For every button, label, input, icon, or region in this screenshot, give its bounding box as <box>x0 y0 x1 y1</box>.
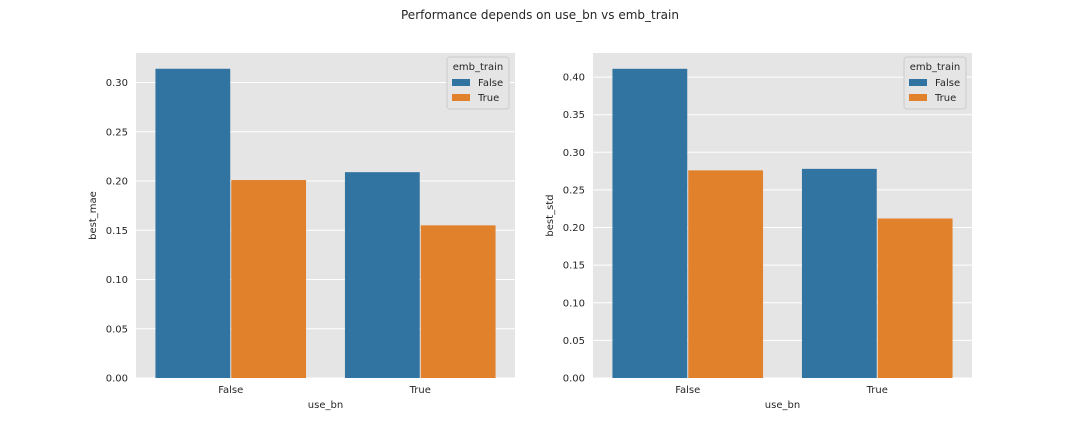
right-legend: emb_train False True <box>903 56 967 110</box>
left-bar-false-false <box>155 68 231 379</box>
left-bar-true-true <box>420 225 496 378</box>
left-chart-axes: 0.00 0.05 0.10 0.15 0.20 0.25 0.30 False True use… <box>88 53 515 411</box>
right-legend-label-false: False <box>935 78 960 89</box>
right-bar-false-true <box>688 170 764 378</box>
right-legend-swatch-true <box>909 94 927 101</box>
left-legend: emb_train False True <box>446 56 510 110</box>
left-y-tick-label: 0.25 <box>106 127 128 138</box>
left-x-tick-label: False <box>218 385 243 396</box>
right-y-tick-label: 0.35 <box>563 110 585 121</box>
right-legend-swatch-false <box>909 79 927 86</box>
right-x-tick-label: False <box>675 385 700 396</box>
right-y-tick-label: 0.25 <box>563 185 585 196</box>
left-y-tick-label: 0.00 <box>106 374 128 385</box>
left-y-tick-label: 0.05 <box>106 324 128 335</box>
left-legend-title: emb_train <box>453 62 504 73</box>
right-legend-title: emb_train <box>910 62 961 73</box>
right-y-tick-label: 0.15 <box>563 261 585 272</box>
left-bar-true-false <box>344 172 420 378</box>
right-bar-true-false <box>801 168 877 378</box>
right-y-tick-label: 0.00 <box>563 374 585 385</box>
left-y-axis-label: best_mae <box>88 191 99 240</box>
right-chart-axes: 0.00 0.05 0.10 0.15 0.20 0.25 0.30 0.35 0.40 Fals… <box>545 53 972 411</box>
right-bar-false-false <box>612 68 688 378</box>
left-y-tick-label: 0.20 <box>106 177 128 188</box>
left-x-tick-label: True <box>409 385 431 396</box>
left-y-tick-label: 0.30 <box>106 78 128 89</box>
right-bar-true-true <box>877 218 953 378</box>
right-x-tick-label: True <box>866 385 888 396</box>
right-y-tick-label: 0.40 <box>563 73 585 84</box>
right-y-tick-label: 0.05 <box>563 336 585 347</box>
left-x-axis-label: use_bn <box>308 400 343 411</box>
left-y-tick-label: 0.10 <box>106 275 128 286</box>
right-y-tick-label: 0.20 <box>563 223 585 234</box>
right-y-axis-label: best_std <box>545 194 556 236</box>
left-y-tick-label: 0.15 <box>106 226 128 237</box>
left-legend-swatch-false <box>452 79 470 86</box>
left-legend-label-true: True <box>477 93 499 104</box>
left-bar-false-true <box>231 180 307 378</box>
left-legend-swatch-true <box>452 94 470 101</box>
figure-title: Performance depends on use_bn vs emb_tra… <box>401 8 679 22</box>
right-legend-label-true: True <box>934 93 956 104</box>
left-legend-label-false: False <box>478 78 503 89</box>
right-y-tick-label: 0.10 <box>563 298 585 309</box>
right-y-tick-label: 0.30 <box>563 148 585 159</box>
right-x-axis-label: use_bn <box>765 400 800 411</box>
